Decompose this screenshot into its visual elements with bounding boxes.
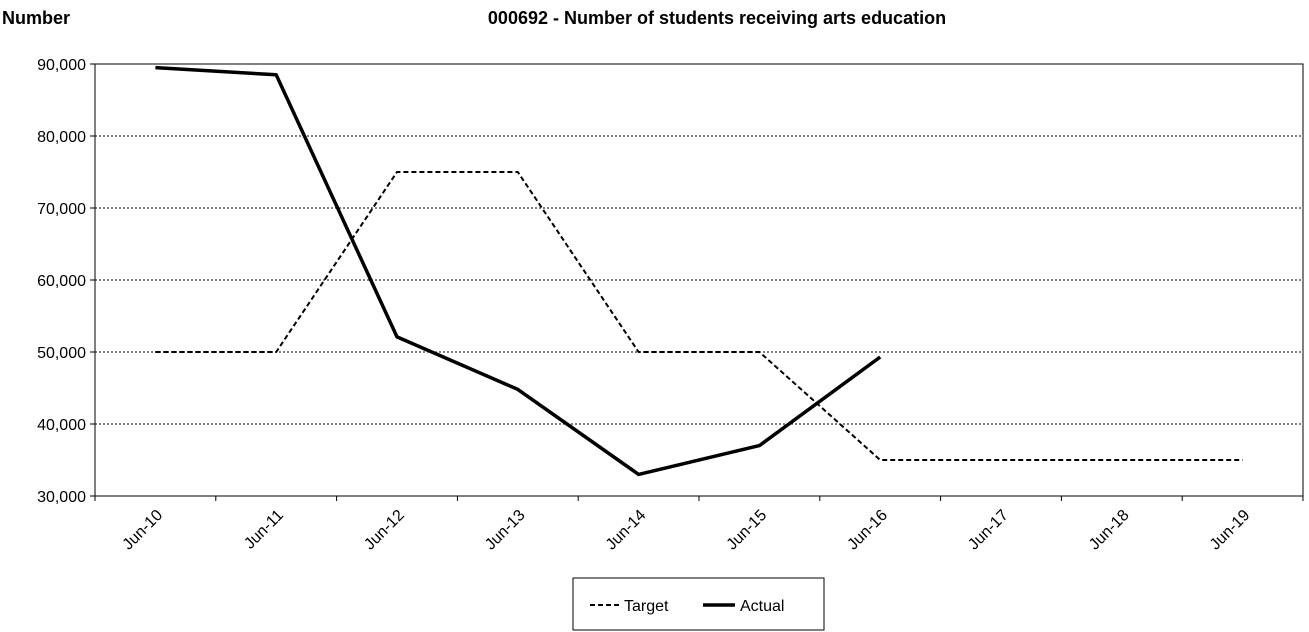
series-line-actual: [155, 65, 882, 477]
x-tick-label: Jun-11: [241, 507, 287, 553]
series-lines: [155, 65, 1243, 477]
legend: Target Actual: [572, 577, 825, 631]
y-axis-ticks: 30,000 40,000 50,000 60,000 70,000 80,000 90,0…: [37, 57, 95, 506]
x-tick-label: Jun-18: [1086, 507, 1133, 554]
y-tick-label: 90,000: [37, 57, 86, 74]
y-tick-label: 50,000: [37, 345, 86, 362]
x-tick-label: Jun-10: [120, 507, 167, 554]
y-axis-label: Number: [2, 8, 70, 28]
y-tick-label: 80,000: [37, 129, 86, 146]
y-tick-label: 30,000: [37, 489, 86, 506]
x-tick-label: Jun-13: [482, 507, 529, 554]
gridlines: [95, 135, 1303, 425]
y-tick-label: 40,000: [37, 417, 86, 434]
x-axis-ticks: Jun-10 Jun-11 Jun-12 Jun-13 Jun-14 Jun-15 Jun-…: [94, 496, 1304, 554]
x-tick-label: Jun-17: [965, 507, 1012, 554]
x-tick-label: Jun-15: [724, 507, 771, 554]
legend-label-actual: Actual: [740, 598, 784, 615]
x-tick-label: Jun-19: [1207, 507, 1254, 554]
x-tick-label: Jun-12: [361, 507, 408, 554]
x-tick-label: Jun-14: [603, 507, 650, 554]
series-line-target: [155, 171, 1243, 461]
legend-label-target: Target: [624, 598, 669, 615]
chart-title: 000692 - Number of students receiving ar…: [488, 8, 946, 28]
y-tick-label: 70,000: [37, 201, 86, 218]
x-tick-label: Jun-16: [844, 507, 891, 554]
y-tick-label: 60,000: [37, 273, 86, 290]
